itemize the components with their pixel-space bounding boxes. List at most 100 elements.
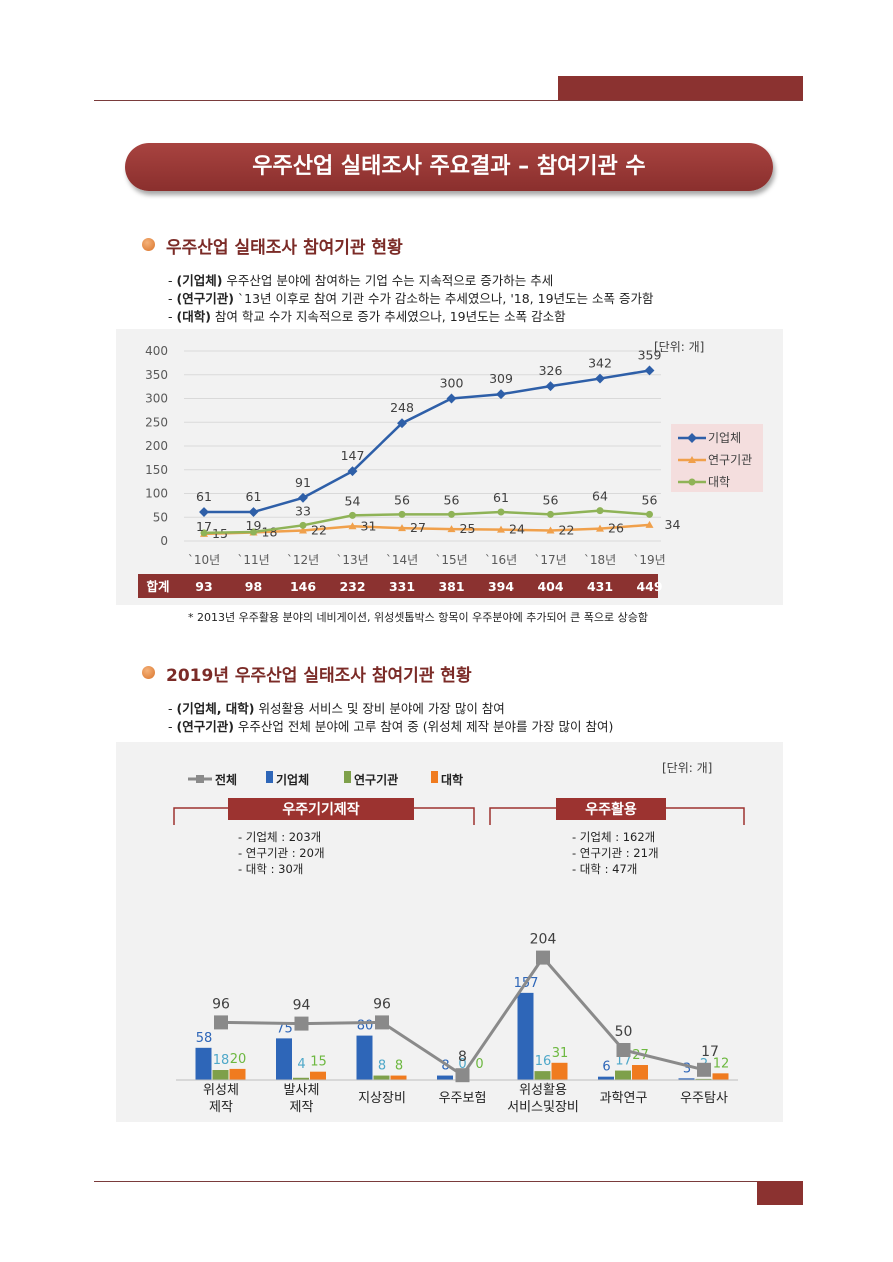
category-label: 제작 — [290, 1100, 314, 1115]
section2-bullet-1: - (기업체, 대학) 위성활용 서비스 및 장비 분야에 가장 많이 참여 — [168, 701, 505, 716]
data-point — [347, 466, 358, 477]
total-value: 449 — [636, 579, 662, 594]
y-tick-label: 400 — [145, 344, 168, 358]
bar-기업체 — [356, 1035, 373, 1080]
bar-data-label: 3 — [683, 1061, 691, 1076]
group-summary-item: - 연구기관 : 21개 — [572, 846, 659, 860]
bar-data-label: 80 — [357, 1019, 374, 1034]
total-marker — [697, 1062, 711, 1077]
y-tick-label: 100 — [145, 487, 168, 501]
data-point — [397, 418, 407, 429]
page-title-banner: 우주산업 실태조사 주요결과 – 참여기관 수 — [125, 143, 773, 191]
data-label: 342 — [588, 356, 612, 371]
total-data-label: 8 — [458, 1049, 467, 1065]
total-value: 146 — [290, 579, 316, 594]
y-tick-label: 300 — [145, 392, 168, 406]
legend-label: 기업체 — [708, 431, 741, 445]
data-point — [596, 524, 604, 532]
bar-연구기관 — [373, 1075, 390, 1080]
bar-기업체 — [195, 1047, 212, 1080]
data-point — [645, 520, 654, 528]
total-marker — [375, 1015, 389, 1030]
category-label: 위성활용 — [519, 1083, 567, 1098]
total-marker — [214, 1015, 228, 1030]
header-rule — [94, 100, 803, 101]
total-data-label: 50 — [615, 1024, 633, 1040]
unit-label: [단위: 개] — [662, 761, 712, 775]
total-value: 232 — [339, 579, 365, 594]
section1-bullet-1: - (기업체) 우주산업 분야에 참여하는 기업 수는 지속적으로 증가하는 추… — [168, 273, 554, 288]
group-header-label: 우주기기제작 — [282, 801, 359, 818]
group-header-label: 우주활용 — [585, 801, 637, 818]
total-marker — [536, 950, 550, 965]
bar-연구기관 — [293, 1077, 309, 1080]
data-label: 61 — [196, 489, 212, 504]
legend-label: 연구기관 — [708, 453, 752, 467]
bar-data-label: 17 — [615, 1054, 632, 1069]
data-point — [496, 389, 506, 400]
bar-기업체 — [678, 1078, 695, 1080]
data-point — [545, 381, 556, 392]
total-value: 381 — [438, 579, 464, 594]
y-tick-label: 0 — [160, 534, 168, 548]
series-line-대학 — [203, 509, 650, 535]
data-point — [299, 521, 307, 529]
data-label: 56 — [543, 492, 559, 507]
total-value: 431 — [587, 579, 613, 594]
total-data-label: 204 — [530, 932, 557, 948]
x-tick-label: `16년 — [485, 553, 517, 567]
section1-bullet-2: - (연구기관) `13년 이후로 참여 기관 수가 감소하는 추세였으나, '… — [168, 291, 654, 306]
data-label: 33 — [295, 503, 311, 518]
data-label: 61 — [246, 489, 262, 504]
bar-data-label: 58 — [196, 1031, 213, 1046]
legend-marker — [196, 775, 204, 783]
total-value: 404 — [537, 579, 563, 594]
data-point — [547, 510, 554, 518]
data-point — [644, 365, 655, 376]
legend-label: 전체 — [215, 772, 237, 787]
total-data-label: 96 — [373, 996, 391, 1012]
series-line-기업체 — [204, 369, 650, 514]
totals-row-label: 합계 — [146, 579, 169, 594]
section2-bullet-2: - (연구기관) 우주산업 전체 분야에 고루 참여 중 (위성체 제작 분야를… — [168, 719, 614, 734]
legend-swatch-연구기관 — [344, 771, 351, 783]
data-label: 17 — [196, 519, 212, 534]
category-label: 우주탐사 — [680, 1091, 728, 1106]
bar-연구기관 — [615, 1070, 631, 1080]
data-label: 56 — [642, 492, 658, 507]
bar-data-label: 8 — [378, 1059, 386, 1074]
legend-label: 기업체 — [276, 772, 309, 787]
legend-box — [671, 424, 763, 492]
header-accent-bar — [558, 76, 803, 100]
data-point — [349, 511, 356, 519]
data-label: 19 — [246, 518, 262, 533]
data-label: 309 — [489, 371, 513, 386]
legend-label: 대학 — [441, 772, 463, 787]
section1-footnote: * 2013년 우주활용 분야의 네비게이션, 위성셋톱박스 항목이 우주분야에… — [188, 611, 649, 624]
data-label: 359 — [638, 347, 662, 362]
data-label: 26 — [608, 521, 624, 536]
legend-swatch-대학 — [431, 771, 438, 783]
x-tick-label: `15년 — [435, 553, 467, 567]
bar-data-label: 4 — [297, 1057, 305, 1072]
x-tick-label: `18년 — [584, 553, 616, 567]
total-value: 394 — [488, 579, 514, 594]
data-point — [298, 492, 308, 503]
bar-기업체 — [598, 1076, 614, 1080]
x-tick-label: `14년 — [386, 553, 418, 567]
footer-accent-bar — [757, 1181, 803, 1205]
x-tick-label: `19년 — [633, 553, 665, 567]
bar-data-label: 8 — [395, 1059, 403, 1074]
data-label: 27 — [410, 520, 426, 535]
data-label: 61 — [493, 490, 509, 505]
x-tick-label: `17년 — [534, 553, 566, 567]
data-label: 248 — [390, 400, 414, 415]
category-label: 지상장비 — [358, 1091, 406, 1106]
bar-대학 — [310, 1071, 326, 1080]
group-summary-item: - 기업체 : 162개 — [572, 830, 655, 844]
total-data-label: 17 — [701, 1044, 719, 1060]
data-label: 91 — [295, 475, 311, 490]
bar-data-label: 31 — [552, 1046, 569, 1061]
data-label: 147 — [341, 448, 365, 463]
section1-bullet-icon — [142, 238, 155, 251]
